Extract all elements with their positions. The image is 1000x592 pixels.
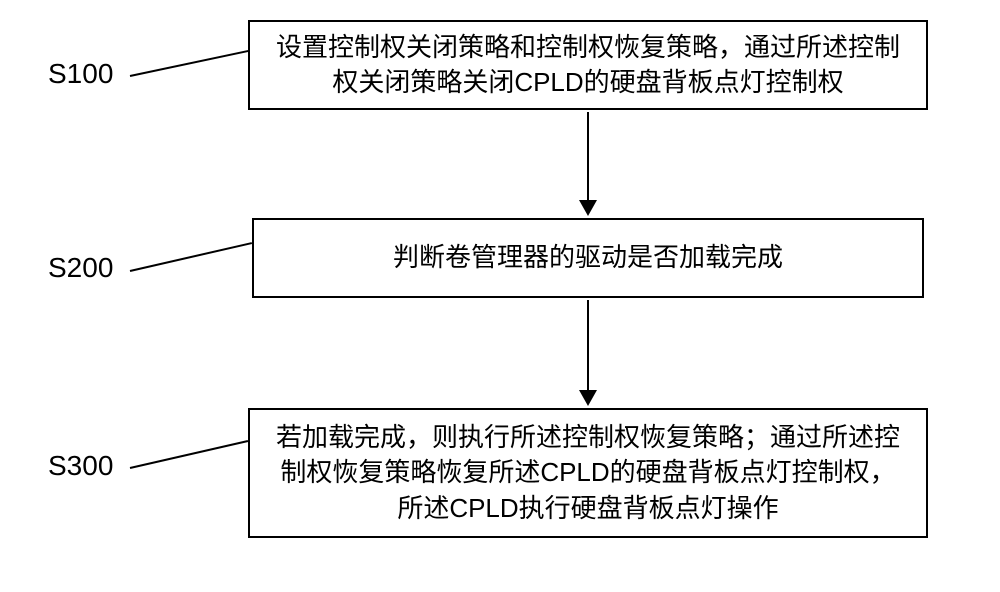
step-label-s100: S100: [48, 58, 113, 90]
step-box-s200: 判断卷管理器的驱动是否加载完成: [252, 218, 924, 298]
arrow-line-1: [587, 300, 589, 392]
arrow-head-0: [579, 200, 597, 216]
connector-s200: [130, 242, 252, 272]
step-box-s300: 若加载完成，则执行所述控制权恢复策略；通过所述控制权恢复策略恢复所述CPLD的硬…: [248, 408, 928, 538]
arrow-head-1: [579, 390, 597, 406]
step-box-s100: 设置控制权关闭策略和控制权恢复策略，通过所述控制权关闭策略关闭CPLD的硬盘背板…: [248, 20, 928, 110]
connector-s100: [130, 50, 248, 77]
step-label-s300: S300: [48, 450, 113, 482]
step-label-s200: S200: [48, 252, 113, 284]
connector-s300: [130, 440, 248, 469]
arrow-line-0: [587, 112, 589, 202]
